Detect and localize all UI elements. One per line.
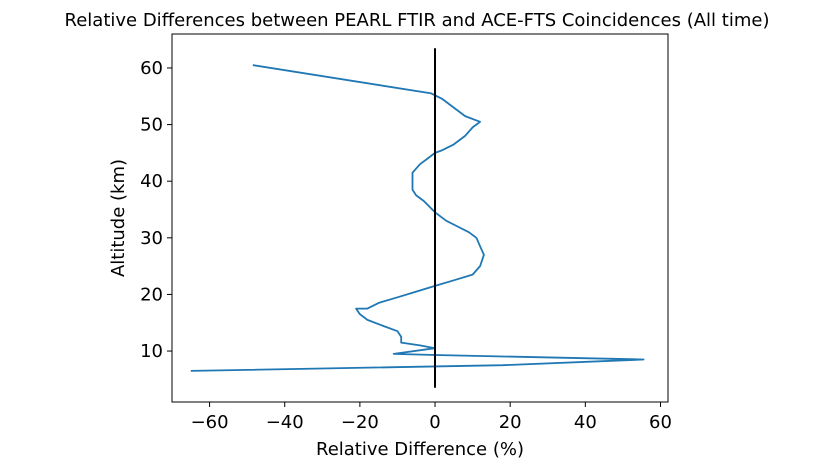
- y-tick-label: 60: [140, 58, 163, 79]
- x-tick-label: 20: [499, 412, 522, 433]
- x-tick-label: 60: [649, 412, 672, 433]
- x-axis-label: Relative Difference (%): [316, 439, 524, 460]
- y-axis: 10 20 30 40 50 60: [140, 58, 172, 362]
- x-tick-label: −40: [266, 412, 304, 433]
- x-tick-label: −60: [191, 412, 229, 433]
- y-axis-label: Altitude (km): [108, 159, 129, 277]
- y-tick-label: 20: [140, 284, 163, 305]
- x-axis: −60 −40 −20 0 20 40 60: [191, 402, 672, 433]
- series-line-relative-difference: [190, 64, 645, 372]
- plot-frame: [171, 33, 669, 403]
- y-tick-label: 40: [140, 171, 163, 192]
- y-tick-label: 10: [140, 341, 163, 362]
- plot-area: [190, 48, 645, 388]
- y-tick-label: 30: [140, 228, 163, 249]
- y-tick-label: 50: [140, 115, 163, 136]
- x-tick-label: −20: [341, 412, 379, 433]
- x-tick-label: 0: [429, 412, 440, 433]
- x-tick-label: 40: [574, 412, 597, 433]
- chart-title: Relative Differences between PEARL FTIR …: [65, 10, 770, 31]
